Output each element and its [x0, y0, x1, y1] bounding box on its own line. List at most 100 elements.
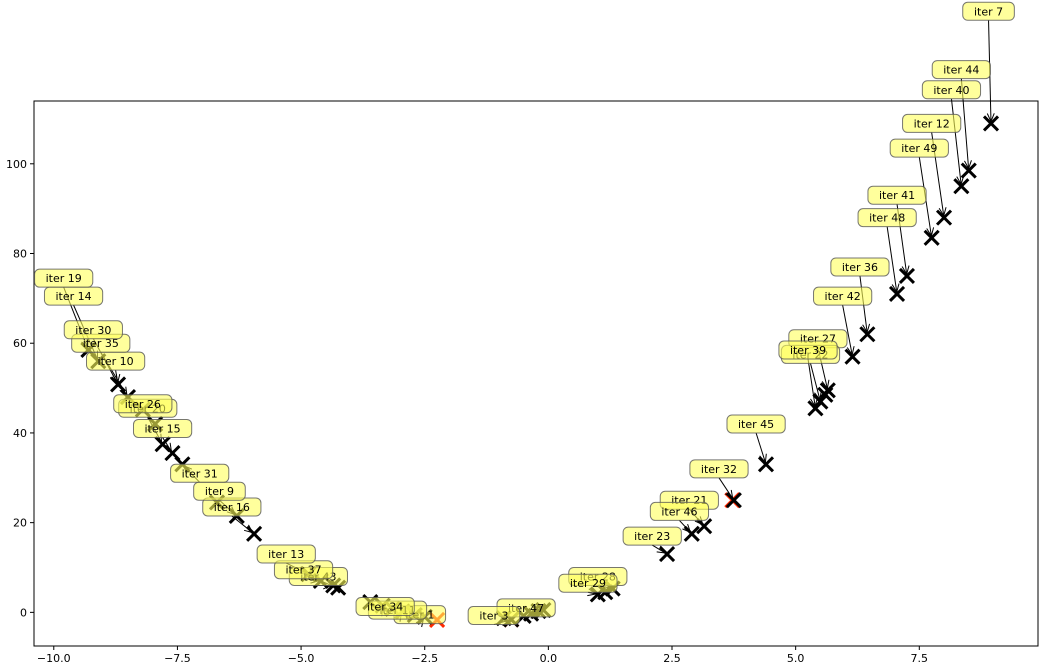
annotation-box: [467, 605, 521, 625]
annotation-box: [867, 185, 927, 205]
annotation-label: iter 34: [355, 597, 415, 617]
annotation-box: [921, 80, 982, 100]
annotation-label: iter 49: [889, 138, 949, 158]
annotation-text: iter 14: [55, 290, 91, 303]
annotation-arrow-line: [810, 363, 821, 400]
annotation-arrow-head: [109, 373, 118, 384]
annotation-arrow-line: [842, 305, 853, 355]
annotation-text: iter 34: [367, 601, 403, 614]
annotation-text: iter 31: [182, 467, 218, 480]
annotation-arrow-head: [656, 545, 667, 554]
annotation-arrow-head: [243, 524, 254, 534]
annotation-arrow-head: [926, 227, 935, 238]
annotation-label: iter 23: [622, 526, 682, 546]
annotation-label: iter 14: [43, 286, 104, 306]
annotation-label: iter 39: [778, 340, 838, 360]
annotation-text: iter 44: [943, 64, 979, 77]
annotation-text: iter 29: [570, 577, 606, 590]
annotation-box: [558, 573, 618, 593]
annotation-text: iter 3: [479, 609, 508, 622]
annotation-box: [256, 544, 316, 564]
annotation-text: iter 39: [790, 344, 826, 357]
annotation-label: iter 10: [86, 351, 146, 371]
annotation-box: [649, 501, 710, 521]
annotation-label: iter 31: [170, 463, 230, 483]
annotation-arrow-line: [755, 432, 766, 463]
x-tick-label: 5.0: [787, 652, 805, 665]
annotation-arrow-line: [231, 515, 253, 533]
annotation-box: [902, 113, 962, 133]
annotation-label: iter 26: [113, 394, 173, 414]
y-tick-label: 100: [6, 158, 27, 171]
annotation-label: iter 41: [867, 185, 927, 205]
annotation-box: [63, 320, 123, 340]
x-tick-label: −5.0: [288, 652, 315, 665]
annotation-box: [689, 459, 749, 479]
annotation-box: [132, 418, 193, 438]
data-marker: [923, 229, 940, 246]
x-tick-label: 0.0: [540, 652, 558, 665]
x-tick-label: 2.5: [663, 652, 681, 665]
x-tick-label: −7.5: [164, 652, 191, 665]
annotation-label: iter 13: [256, 544, 316, 564]
annotation-text: iter 42: [825, 290, 861, 303]
annotation-arrow-head: [810, 397, 818, 408]
annotation-arrow-head: [846, 346, 855, 356]
annotation-arrow-head: [938, 207, 947, 217]
annotation-label: iter 15: [132, 418, 193, 438]
annotation-arrow-line: [718, 477, 734, 499]
annotation-label: iter 46: [649, 501, 710, 521]
annotation-box: [113, 394, 173, 414]
annotation-arrow-line: [679, 520, 691, 533]
annotation-text: iter 15: [145, 422, 181, 435]
annotation-text: iter 41: [879, 189, 915, 202]
annotation-label: iter 19: [34, 268, 94, 288]
annotation-box: [726, 414, 786, 434]
annotation-arrow-line: [950, 98, 962, 185]
annotation-arrow-head: [891, 283, 900, 294]
x-tick-label: −2.5: [411, 652, 438, 665]
annotation-box: [813, 286, 873, 306]
annotation-label: iter 37: [273, 560, 334, 580]
annotation-text: iter 32: [701, 463, 737, 476]
plot-area: [33, 100, 1039, 647]
annotation-box: [857, 208, 917, 228]
data-marker: [982, 115, 1000, 132]
annotation-label: iter 48: [857, 208, 917, 228]
annotation-text: iter 19: [46, 272, 82, 285]
annotation-label: iter 7: [962, 1, 1015, 21]
annotation-box: [889, 138, 949, 158]
annotation-text: iter 45: [738, 418, 774, 431]
annotation-text: iter 9: [205, 485, 234, 498]
annotation-box: [931, 60, 991, 80]
data-marker: [819, 382, 836, 399]
annotation-arrow-head: [821, 379, 830, 390]
data-marker: [246, 525, 263, 542]
annotation-text: iter 46: [661, 505, 697, 518]
annotation-label: iter 42: [813, 286, 873, 306]
data-marker: [859, 326, 876, 343]
annotation-box: [170, 463, 230, 483]
data-marker: [960, 162, 977, 179]
annotation-arrow-line: [651, 544, 666, 554]
annotation-arrow-line: [807, 358, 816, 407]
annotation-arrow-head: [759, 453, 767, 464]
annotation-box: [778, 340, 838, 360]
annotation-label: iter 32: [689, 459, 749, 479]
annotation-arrow-head: [163, 442, 173, 453]
annotation-arrow-head: [862, 323, 871, 334]
data-marker: [898, 267, 915, 284]
annotation-text: iter 7: [974, 5, 1003, 18]
data-marker: [953, 178, 970, 195]
annotation-arrow-line: [886, 226, 898, 292]
data-marker: [935, 209, 953, 226]
x-tick-label: −10.0: [37, 652, 71, 665]
annotation-arrow-head: [901, 265, 910, 276]
data-marker: [844, 348, 861, 365]
annotation-label: iter 44: [931, 60, 991, 80]
annotation-box: [830, 257, 890, 277]
data-marker: [888, 285, 906, 302]
annotation-arrow-head: [814, 390, 822, 401]
annotation-text: iter 16: [214, 501, 250, 514]
